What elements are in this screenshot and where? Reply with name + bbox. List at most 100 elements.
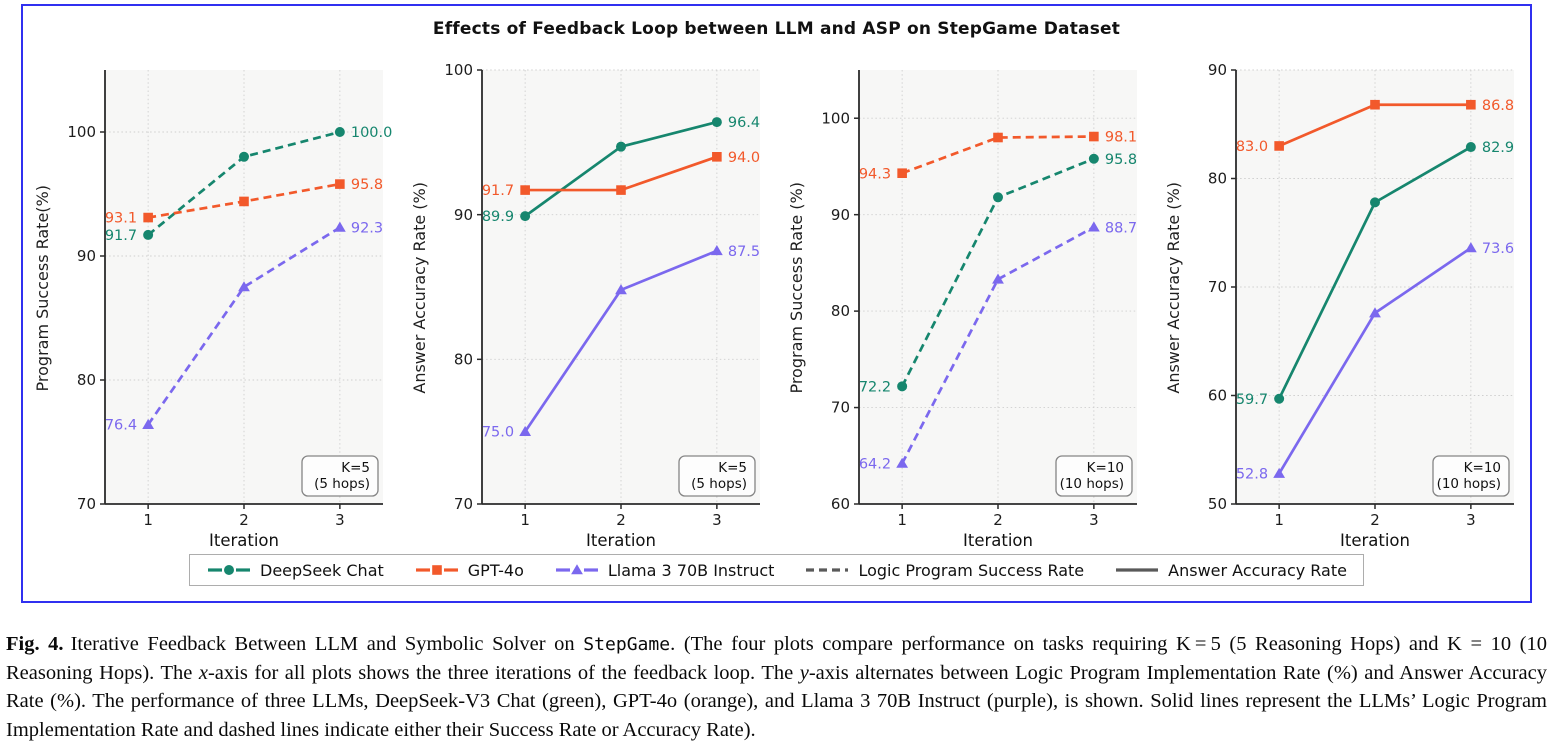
data-point-marker xyxy=(896,457,909,468)
x-axis-label: Iteration xyxy=(1340,531,1410,550)
figure-title: Effects of Feedback Loop between LLM and… xyxy=(432,19,1121,39)
y-tick-label: 100 xyxy=(444,61,473,79)
chart-canvas-k10-success: 60 70 80 90 100 1 2 3 Iteration 72.2 95.8 94.3 98.1 6… xyxy=(813,52,1145,552)
hops-annotation-hops: (5 hops) xyxy=(314,476,370,492)
data-point-marker xyxy=(993,192,1003,203)
value-label-end: 86.8 xyxy=(1482,98,1514,114)
y-tick-label: 100 xyxy=(67,123,96,141)
y-tick-label: 90 xyxy=(1208,61,1227,79)
value-label-start: 64.2 xyxy=(859,457,891,473)
data-point-marker xyxy=(239,196,249,207)
value-label-end: 92.3 xyxy=(351,221,383,237)
data-point-marker xyxy=(519,425,532,436)
hops-annotation-hops: (10 hops) xyxy=(1437,476,1501,492)
caption-segment: -axis for all plots shows the three iter… xyxy=(207,661,800,684)
figure-caption: Fig. 4. Iterative Feedback Between LLM an… xyxy=(6,630,1547,745)
value-label-start: 59.7 xyxy=(1236,392,1268,408)
y-tick-label: 90 xyxy=(454,206,473,224)
data-point-marker xyxy=(333,221,346,232)
data-point-marker xyxy=(570,564,583,575)
value-label-end: 94.0 xyxy=(728,150,760,166)
hops-annotation-k: K=10 xyxy=(1464,460,1501,476)
hops-annotation-box xyxy=(301,455,379,497)
y-tick-label: 70 xyxy=(77,495,96,513)
data-point-marker xyxy=(239,151,249,162)
y-axis-label: Program Success Rate (%) xyxy=(786,182,806,394)
data-point-marker xyxy=(1088,153,1099,164)
series-line-llama-3-70b-instruct xyxy=(900,226,1095,465)
x-tick-label: 2 xyxy=(239,511,249,529)
y-tick-label: 50 xyxy=(1208,495,1227,513)
value-label-end: 87.5 xyxy=(728,244,760,260)
hops-annotation-box xyxy=(678,455,756,497)
x-tick-label: 1 xyxy=(143,511,153,529)
y-tick-label: 60 xyxy=(831,495,850,513)
chart-canvas-k5-accuracy: 70 80 90 100 1 2 3 Iteration 89.9 96.4 91.7 94.0 75.… xyxy=(436,52,768,552)
data-point-marker xyxy=(1087,221,1100,232)
caption-text: Iterative Feedback Between LLM and Symbo… xyxy=(6,633,1547,741)
x-axis-label: Iteration xyxy=(963,531,1033,550)
value-label-start: 75.0 xyxy=(482,425,514,441)
data-point-marker xyxy=(712,152,722,162)
data-point-marker xyxy=(616,141,626,152)
y-tick-label: 70 xyxy=(1208,278,1227,296)
x-tick-label: 3 xyxy=(1089,511,1099,529)
subplot-k10-answer-accuracy: Answer Accuracy Rate (%) 50 60 70 80 90 1 2 3 It… xyxy=(1156,52,1522,552)
subplot-k5-answer-accuracy: Answer Accuracy Rate (%) 70 80 90 100 1 2 3 Ite… xyxy=(402,52,768,552)
chart-svg: 60 70 80 90 100 1 2 3 Iteration 72.2 95.8 94.3 98.1 6… xyxy=(821,70,1137,550)
value-label-start: 89.9 xyxy=(482,209,514,225)
legend-item-label: GPT-4o xyxy=(467,560,524,580)
y-tick-label: 60 xyxy=(1208,387,1227,405)
value-label-start: 93.1 xyxy=(105,211,137,227)
y-axis-label: Answer Accuracy Rate (%) xyxy=(1163,182,1183,394)
chart-svg: 70 80 90 100 1 2 3 Iteration 89.9 96.4 91.7 94.0 75.… xyxy=(444,61,760,550)
data-point-marker xyxy=(142,418,155,429)
value-label-start: 72.2 xyxy=(859,379,891,395)
hops-annotation-hops: (5 hops) xyxy=(691,476,747,492)
value-label-end: 98.1 xyxy=(1105,130,1137,146)
legend-item-llama-3-70b-instruct: Llama 3 70B Instruct xyxy=(554,560,775,580)
caption-segment: StepGame xyxy=(583,634,671,655)
caption-segment: y xyxy=(799,661,809,684)
caption-fig-label: Fig. 4. xyxy=(6,633,64,655)
caption-segment: . (The four plots compare performance on… xyxy=(6,633,1547,684)
data-point-marker xyxy=(897,168,907,178)
data-point-marker xyxy=(616,185,626,195)
data-point-marker xyxy=(710,245,723,256)
data-point-marker xyxy=(335,179,345,189)
data-point-marker xyxy=(1464,242,1477,253)
hops-annotation-box xyxy=(1055,455,1133,497)
chart-canvas-k10-accuracy: 50 60 70 80 90 1 2 3 Iteration 59.7 82.9 83.0 86.8 52… xyxy=(1190,52,1522,552)
chart-svg: 50 60 70 80 90 1 2 3 Iteration 59.7 82.9 83.0 86.8 52… xyxy=(1208,61,1514,550)
value-label-end: 88.7 xyxy=(1105,220,1137,236)
data-point-marker xyxy=(224,565,235,575)
value-label-start: 83.0 xyxy=(1236,139,1268,155)
y-tick-label: 90 xyxy=(831,206,850,224)
charts-row: Program Success Rate(%) 70 80 90 100 1 2 3 Iter… xyxy=(23,52,1530,552)
subplot-k5-program-success: Program Success Rate(%) 70 80 90 100 1 2 3 Iter… xyxy=(25,52,393,552)
value-label-start: 94.3 xyxy=(859,166,891,182)
data-point-marker xyxy=(143,229,154,240)
data-point-marker xyxy=(1370,99,1380,110)
legend-item-label: Logic Program Success Rate xyxy=(858,560,1085,580)
value-label-start: 91.7 xyxy=(482,183,514,199)
value-label-end: 100.0 xyxy=(351,125,393,141)
x-tick-label: 1 xyxy=(897,511,907,529)
x-tick-label: 2 xyxy=(1370,511,1380,529)
x-tick-label: 3 xyxy=(712,511,722,529)
legend-swatch xyxy=(555,564,598,575)
data-point-marker xyxy=(1089,131,1099,142)
data-point-marker xyxy=(1274,141,1284,151)
data-point-marker xyxy=(520,185,530,195)
y-axis-label: Answer Accuracy Rate (%) xyxy=(409,182,429,394)
value-label-end: 95.8 xyxy=(1105,152,1137,168)
legend-item-gpt-4o: GPT-4o xyxy=(414,561,524,580)
hops-annotation-k: K=5 xyxy=(718,460,747,476)
data-point-marker xyxy=(143,212,153,223)
x-tick-label: 1 xyxy=(1274,511,1284,529)
hops-annotation-hops: (10 hops) xyxy=(1060,476,1124,492)
legend-item-label: Llama 3 70B Instruct xyxy=(607,560,775,580)
data-point-marker xyxy=(431,565,442,575)
y-tick-label: 80 xyxy=(454,350,473,368)
hops-annotation-k: K=10 xyxy=(1087,460,1124,476)
